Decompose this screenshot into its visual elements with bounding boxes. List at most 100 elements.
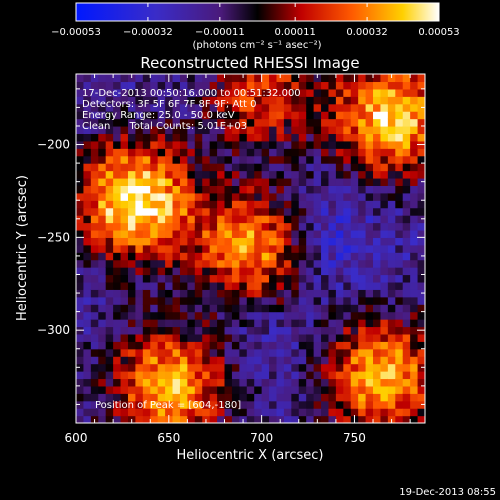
heatmap-cell bbox=[202, 133, 211, 142]
heatmap-cell bbox=[142, 185, 151, 194]
heatmap-cell bbox=[127, 96, 137, 105]
heatmap-cell bbox=[298, 341, 307, 350]
heatmap-cell bbox=[165, 378, 174, 387]
heatmap-cell bbox=[328, 289, 337, 298]
heatmap-cell bbox=[387, 304, 396, 313]
heatmap-cell bbox=[254, 333, 263, 342]
heatmap-cell bbox=[335, 88, 344, 97]
heatmap-cell bbox=[209, 281, 218, 290]
heatmap-cell bbox=[209, 319, 218, 328]
heatmap-cell bbox=[365, 170, 374, 179]
heatmap-cell bbox=[98, 326, 107, 335]
heatmap-cell bbox=[328, 185, 337, 194]
heatmap-cell bbox=[135, 163, 144, 172]
heatmap-cell bbox=[373, 341, 382, 350]
heatmap-cell bbox=[269, 363, 278, 372]
heatmap-cell bbox=[313, 118, 322, 127]
heatmap-cell bbox=[76, 118, 85, 127]
timestamp: 19-Dec-2013 08:55 bbox=[399, 487, 496, 498]
heatmap-cell bbox=[157, 267, 166, 276]
heatmap-cell bbox=[269, 207, 278, 216]
heatmap-cell bbox=[142, 148, 151, 157]
heatmap-cell bbox=[90, 133, 99, 142]
heatmap-cell bbox=[321, 393, 330, 402]
heatmap-cell bbox=[179, 237, 188, 246]
heatmap-cell bbox=[306, 88, 315, 97]
heatmap-cell bbox=[365, 281, 374, 290]
heatmap-cell bbox=[142, 229, 151, 238]
heatmap-cell bbox=[306, 371, 315, 380]
heatmap-cell bbox=[83, 133, 92, 142]
heatmap-cell bbox=[254, 296, 263, 305]
heatmap-cell bbox=[410, 363, 419, 372]
heatmap-cell bbox=[291, 74, 300, 83]
heatmap-cell bbox=[306, 177, 315, 186]
heatmap-cell bbox=[120, 311, 129, 320]
heatmap-cell bbox=[350, 333, 359, 342]
heatmap-cell bbox=[380, 289, 389, 298]
heatmap-cell bbox=[402, 378, 411, 387]
heatmap-cell bbox=[209, 200, 218, 209]
heatmap-cell bbox=[165, 200, 174, 209]
heatmap-cell bbox=[172, 229, 181, 238]
heatmap-cell bbox=[98, 222, 107, 231]
heatmap-cell bbox=[202, 393, 211, 402]
heatmap-cell bbox=[90, 155, 99, 164]
heatmap-cell bbox=[276, 215, 285, 224]
heatmap-cell bbox=[202, 96, 211, 105]
heatmap-cell bbox=[127, 155, 137, 164]
heatmap-cell bbox=[328, 326, 337, 335]
heatmap-cell bbox=[387, 88, 396, 97]
heatmap-cell bbox=[373, 96, 382, 105]
heatmap-cell bbox=[291, 148, 300, 157]
heatmap-cell bbox=[321, 103, 330, 112]
heatmap-cell bbox=[142, 333, 151, 342]
heatmap-cell bbox=[209, 415, 218, 423]
heatmap-cell bbox=[358, 118, 367, 127]
heatmap-cell bbox=[120, 111, 129, 120]
heatmap-cell bbox=[350, 319, 359, 328]
heatmap-cell bbox=[365, 348, 374, 357]
heatmap-cell bbox=[217, 185, 226, 194]
heatmap-cell bbox=[306, 274, 315, 283]
heatmap-cell bbox=[150, 125, 159, 135]
heatmap-cell bbox=[350, 200, 359, 209]
heatmap-cell bbox=[90, 88, 99, 97]
heatmap-cell bbox=[165, 385, 174, 394]
heatmap-cell bbox=[202, 88, 211, 97]
heatmap-cell bbox=[135, 333, 144, 342]
heatmap-cell bbox=[239, 341, 248, 350]
heatmap-cell bbox=[157, 311, 166, 320]
heatmap-cell bbox=[90, 348, 99, 357]
heatmap-cell bbox=[142, 274, 151, 283]
heatmap-cell bbox=[306, 333, 315, 342]
heatmap-cell bbox=[350, 289, 359, 298]
heatmap-cell bbox=[90, 222, 99, 231]
heatmap-cell bbox=[276, 96, 285, 105]
y-axis-label: Heliocentric Y (arcsec) bbox=[15, 175, 30, 321]
heatmap-cell bbox=[395, 170, 404, 179]
heatmap-cell bbox=[98, 400, 107, 409]
heatmap-cell bbox=[365, 140, 374, 149]
heatmap-cell bbox=[283, 140, 292, 149]
heatmap-cell bbox=[335, 207, 344, 216]
heatmap-cell bbox=[120, 244, 129, 253]
heatmap-cell bbox=[306, 74, 315, 83]
heatmap-cell bbox=[269, 118, 278, 127]
heatmap-cell bbox=[358, 385, 367, 394]
heatmap-cell bbox=[298, 281, 307, 290]
heatmap-cell bbox=[142, 319, 151, 328]
heatmap-cell bbox=[135, 222, 144, 231]
heatmap-cell bbox=[306, 385, 315, 394]
heatmap-cell bbox=[105, 252, 114, 261]
heatmap-cell bbox=[298, 244, 307, 253]
heatmap-cell bbox=[246, 215, 255, 224]
heatmap-cell bbox=[395, 81, 404, 90]
heatmap-cell bbox=[291, 200, 300, 209]
heatmap-cell bbox=[395, 267, 404, 276]
heatmap-cell bbox=[387, 155, 396, 164]
heatmap-cell bbox=[150, 244, 159, 253]
heatmap-cell bbox=[410, 88, 419, 97]
heatmap-cell bbox=[239, 192, 248, 201]
heatmap-cell bbox=[120, 155, 129, 164]
